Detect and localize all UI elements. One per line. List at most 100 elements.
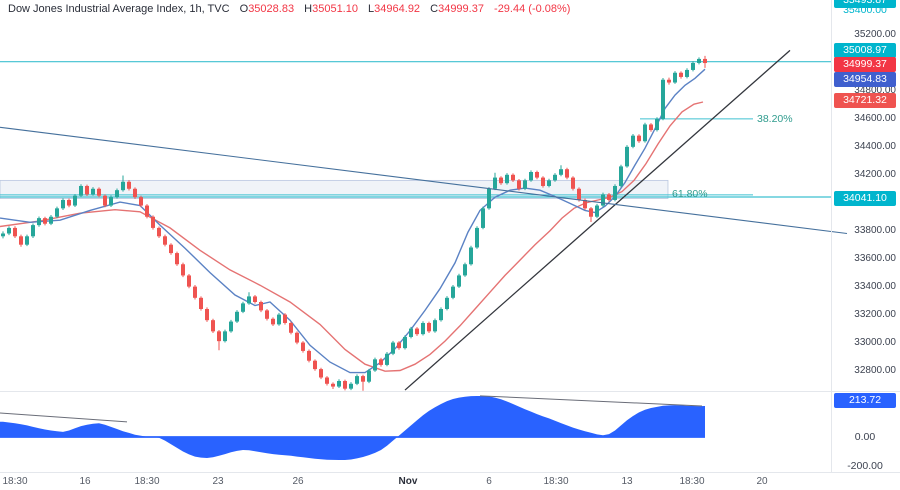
candle-body	[475, 227, 479, 248]
candle-body	[25, 236, 29, 245]
price-axis-divider	[831, 0, 832, 472]
price-tag: 35008.97	[834, 42, 896, 58]
candle-body	[397, 342, 401, 349]
candle-body	[421, 322, 425, 335]
price-axis[interactable]: 35200.0035000.0034800.0034600.0034400.00…	[832, 0, 900, 472]
candle-body	[469, 247, 473, 265]
candle-body	[433, 320, 437, 332]
candle-body	[97, 188, 101, 196]
candle-body	[199, 297, 203, 309]
candle-body	[319, 369, 323, 378]
candle-body	[463, 264, 467, 276]
candle-body	[145, 205, 149, 217]
candle-body	[157, 227, 161, 237]
candle-body	[577, 188, 581, 200]
time-axis-label: 18:30	[134, 476, 160, 487]
price-axis-label: 34200.00	[854, 168, 896, 180]
candle-body	[253, 296, 257, 303]
candle-body	[61, 199, 65, 209]
price-tag: 34041.10	[834, 190, 896, 206]
candle-body	[517, 180, 521, 189]
time-axis-label: Nov	[398, 476, 418, 487]
candle-body	[559, 169, 563, 175]
candle-body	[583, 199, 587, 209]
candle-body	[631, 135, 635, 147]
high-value: 35051.10	[312, 3, 358, 15]
candle-body	[403, 336, 407, 349]
candle-body	[223, 331, 227, 342]
candle-body	[667, 79, 671, 83]
open-value: 35028.83	[248, 3, 295, 15]
candle-body	[535, 171, 539, 178]
trendline	[404, 49, 791, 391]
candle-body	[613, 185, 617, 200]
candle-body	[187, 275, 191, 287]
oscillator-area	[0, 396, 705, 460]
candle-body	[247, 296, 251, 304]
candle-body	[175, 253, 179, 265]
candle-body	[55, 208, 59, 217]
candle-body	[205, 308, 209, 321]
candle-body	[439, 308, 443, 321]
symbol-legend: Dow Jones Industrial Average Index, 1h, …	[8, 3, 570, 15]
price-axis-label: 35200.00	[854, 29, 896, 40]
candle-body	[241, 303, 245, 312]
candle-body	[385, 353, 389, 365]
ma-slow-line	[0, 101, 704, 372]
change-text: -29.44 (-0.08%)	[494, 3, 571, 15]
price-axis-label: 34800.00	[854, 84, 896, 96]
candle-body	[1, 233, 5, 237]
candle-body	[343, 380, 347, 389]
price-axis-label: 34400.00	[854, 140, 896, 152]
price-axis-label: 33600.00	[854, 252, 896, 264]
candle-body	[481, 208, 485, 228]
price-axis-label: 33200.00	[854, 308, 896, 320]
candle-body	[565, 169, 569, 178]
candle-body	[415, 328, 419, 335]
candle-body	[349, 383, 353, 389]
candle-body	[13, 227, 17, 237]
candle-body	[541, 177, 545, 186]
candle-body	[361, 376, 365, 382]
candle-body	[121, 181, 125, 191]
time-axis-label: 18:30	[2, 476, 28, 487]
candle-body	[85, 185, 89, 195]
trendline	[0, 126, 848, 235]
candle-body	[283, 314, 287, 323]
candle-body	[379, 359, 383, 365]
candle-body	[313, 360, 317, 370]
price-tag: 34999.37	[834, 57, 896, 72]
candle-body	[325, 377, 329, 384]
candle-body	[277, 314, 281, 325]
candle-body	[43, 218, 47, 224]
candle-body	[307, 350, 311, 361]
candle-body	[457, 275, 461, 287]
price-axis-label: 33800.00	[854, 224, 896, 236]
candle-body	[619, 166, 623, 186]
oscillator-trendline	[0, 412, 128, 423]
candle-body	[427, 322, 431, 332]
time-axis-label: 16	[79, 476, 91, 487]
high-label: H	[304, 3, 313, 15]
candle-body	[229, 321, 233, 332]
time-axis-label: 20	[756, 476, 768, 487]
close-label: C	[430, 3, 439, 15]
candle-body	[607, 194, 611, 200]
fib-618-label: 61.80%	[672, 187, 708, 200]
candle-body	[505, 174, 509, 184]
candle-body	[493, 177, 497, 189]
candle-body	[37, 218, 41, 226]
price-tag: 35493.87	[834, 0, 896, 8]
price-tag: 34954.83	[834, 71, 896, 87]
time-axis[interactable]: 18:30 16 18:30 23 26 Nov 6 18:30 13 18:30 20	[0, 472, 900, 490]
candle-body	[547, 180, 551, 186]
candle-body	[523, 180, 527, 189]
candle-body	[235, 311, 239, 322]
time-axis-divider	[0, 472, 900, 473]
candle-body	[679, 72, 683, 77]
candle-body	[553, 174, 557, 181]
candle-body	[151, 216, 155, 228]
candle-body	[181, 264, 185, 276]
